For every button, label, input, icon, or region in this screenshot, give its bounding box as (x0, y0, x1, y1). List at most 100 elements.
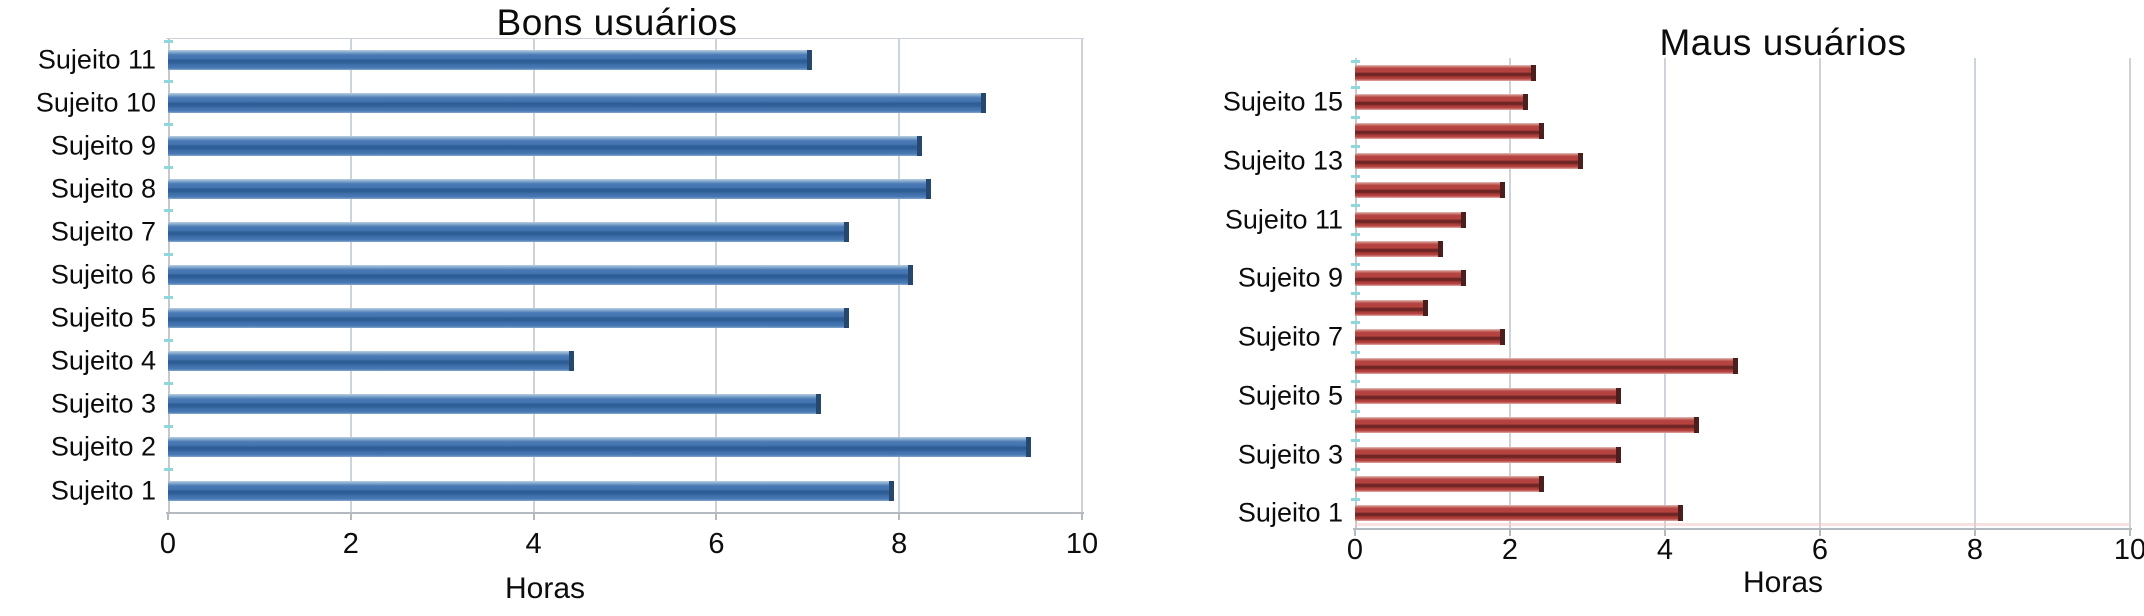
bar (168, 265, 913, 285)
bar (1355, 64, 1536, 81)
x-axis-tick (1664, 528, 1666, 536)
gridline-x2 (1509, 58, 1511, 528)
plot-area-right (1351, 58, 2132, 530)
x-tick-label: 6 (1811, 534, 1829, 566)
x-axis-tick (2129, 528, 2131, 536)
y-category-label: Sujeito 10 (35, 87, 156, 118)
bar (1355, 329, 1505, 346)
bar (168, 49, 812, 70)
bar (168, 437, 1032, 458)
chart-title-right: Maus usuários (1659, 22, 1907, 63)
y-category-label: Sujeito 13 (1222, 145, 1343, 176)
y-category-label: Sujeito 15 (1222, 86, 1343, 117)
bar (1355, 475, 1544, 492)
y-category-label: Sujeito 1 (50, 475, 156, 505)
x-tick-label: 0 (1346, 534, 1364, 566)
bar (1355, 182, 1505, 199)
y-axis-tick (1351, 380, 1360, 384)
bar (168, 394, 822, 415)
x-axis-tick (167, 512, 169, 520)
bar (1355, 358, 1738, 375)
x-axis-tick (715, 512, 718, 520)
y-category-label: Sujeito 7 (50, 216, 156, 247)
bar (168, 135, 922, 156)
y-axis-tick (1351, 497, 1360, 501)
gridline-x6 (1819, 58, 1821, 528)
bar (168, 308, 849, 329)
x-axis-line (1353, 528, 2132, 530)
bar (168, 351, 575, 372)
x-tick-label: 10 (1065, 528, 1099, 560)
plot-area-left (164, 38, 1084, 514)
y-axis-tick (1351, 350, 1360, 354)
gridline-x10 (2129, 58, 2131, 528)
y-axis-tick (1351, 145, 1360, 149)
y-category-label: Sujeito 3 (1237, 439, 1343, 470)
x-tick-label: 2 (1501, 534, 1519, 566)
y-axis-tick (164, 209, 173, 213)
bar (168, 92, 986, 113)
baseline-shadow (1355, 523, 2130, 526)
x-tick-label: 8 (1966, 534, 1984, 566)
y-axis-tick (1351, 174, 1360, 178)
bar (1355, 240, 1443, 257)
y-axis-tick (1351, 292, 1360, 295)
x-axis-tick (1081, 512, 1083, 520)
x-axis-line (166, 512, 1084, 514)
bar (1355, 299, 1428, 316)
x-tick-label: 10 (2113, 534, 2144, 566)
bar (1355, 417, 1699, 434)
y-category-label: Sujeito 11 (1224, 204, 1343, 235)
y-category-label: Sujeito 7 (1237, 321, 1343, 352)
y-category-label: Sujeito 8 (50, 173, 156, 204)
y-axis-tick (1351, 203, 1360, 207)
y-category-label: Sujeito 2 (50, 431, 156, 462)
plot-top-border (166, 38, 1084, 39)
bar (1355, 446, 1622, 463)
y-axis-tick (164, 467, 173, 471)
bar (168, 480, 895, 501)
bar (1355, 211, 1467, 228)
y-axis-tick (164, 424, 173, 428)
y-category-label: Sujeito 11 (37, 44, 156, 74)
y-category-label: Sujeito 9 (1237, 262, 1343, 293)
y-axis-tick (1351, 409, 1360, 413)
y-axis-tick (1351, 468, 1360, 472)
x-axis-label-left: Horas (504, 572, 586, 605)
y-axis-tick (1351, 60, 1360, 63)
x-tick-label: 0 (159, 528, 177, 560)
y-category-label: Sujeito 3 (50, 388, 156, 419)
y-axis-tick (164, 295, 173, 299)
y-axis-tick (1351, 321, 1360, 325)
x-tick-label: 2 (342, 528, 359, 560)
y-axis-tick (164, 166, 173, 170)
y-axis-tick (1351, 262, 1360, 266)
bar (168, 178, 931, 199)
x-axis-tick (1354, 528, 1356, 536)
y-axis-tick (1351, 86, 1360, 90)
x-axis-tick (349, 512, 352, 520)
gridline-x4 (1664, 58, 1666, 528)
y-category-label: Sujeito 1 (1237, 497, 1343, 528)
y-axis-tick (1351, 115, 1360, 119)
y-axis-tick (164, 381, 173, 385)
x-axis-tick (1974, 528, 1976, 536)
y-axis-tick (164, 80, 173, 84)
x-axis-label-right: Horas (1742, 566, 1824, 599)
x-axis-tick (532, 512, 535, 520)
y-axis-tick (164, 40, 173, 43)
x-axis-tick (898, 512, 901, 520)
y-category-label: Sujeito 5 (50, 302, 156, 333)
y-axis-tick (164, 338, 173, 342)
bar (1355, 505, 1684, 522)
bar (1355, 123, 1544, 140)
bar (1355, 387, 1622, 404)
bar (168, 221, 849, 242)
gridline-x10 (1081, 38, 1083, 512)
y-axis-tick (164, 252, 173, 256)
bar (1355, 270, 1467, 287)
x-axis-tick (1819, 528, 1821, 536)
y-axis-tick (1351, 438, 1360, 442)
chart-title-left: Bons usuários (496, 2, 738, 43)
